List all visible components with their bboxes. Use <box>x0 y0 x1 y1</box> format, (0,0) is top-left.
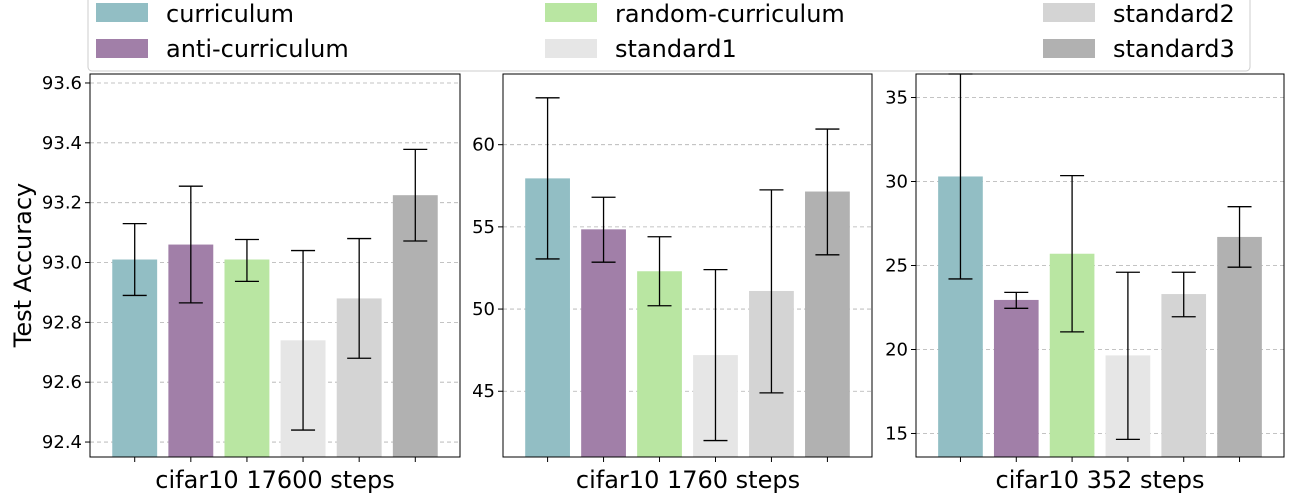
y-tick-label: 45 <box>472 381 495 402</box>
legend-swatch-random-curriculum <box>545 3 597 22</box>
legend-label-standard2: standard2 <box>1113 0 1235 28</box>
legend-frame <box>87 0 1251 72</box>
bar-standard2 <box>1161 294 1207 457</box>
legend-label-random-curriculum: random-curriculum <box>615 0 845 28</box>
panel-cifar10-1760: 45 50 55 60 <box>472 73 873 462</box>
x-axis-label-panel-3: cifar10 352 steps <box>996 466 1205 494</box>
y-tick-label: 50 <box>472 299 495 320</box>
error-bar-anti-curriculum <box>1004 291 1029 309</box>
error-bar-standard1 <box>703 268 728 442</box>
legend-label-curriculum: curriculum <box>166 0 294 28</box>
y-tick-label: 30 <box>885 172 908 193</box>
error-bar-standard2 <box>347 237 372 359</box>
y-tick-label: 92.6 <box>42 372 82 393</box>
y-tick-label: 93.4 <box>42 133 82 154</box>
y-tick-label: 25 <box>885 256 908 277</box>
legend: curriculum anti-curriculum random-curric… <box>87 0 1251 72</box>
error-bar-curriculum <box>535 97 560 260</box>
y-tick-label: 15 <box>885 423 908 444</box>
error-bar-random-curriculum <box>234 238 259 283</box>
panel-cifar10-17600: 92.4 92.6 92.8 93.0 93.2 93.4 93.6 <box>42 73 461 462</box>
error-bar-standard2 <box>1171 271 1196 318</box>
error-bar-standard1 <box>1115 271 1140 441</box>
legend-label-standard1: standard1 <box>615 35 737 63</box>
error-bar-curriculum <box>122 222 147 297</box>
bar-standard3 <box>1217 236 1262 457</box>
error-bar-anti-curriculum <box>591 196 616 263</box>
error-bar-anti-curriculum <box>178 185 203 304</box>
error-bar-standard1 <box>291 249 316 431</box>
y-axis-label: Test Accuracy <box>9 183 37 348</box>
x-axis-label-panel-1: cifar10 17600 steps <box>155 466 394 494</box>
y-tick-label: 20 <box>885 339 908 360</box>
x-axis-label-panel-2: cifar10 1760 steps <box>576 466 800 494</box>
axes-frame <box>915 73 1285 458</box>
panel-cifar10-352: 15 20 25 30 35 <box>885 73 1285 462</box>
y-tick-label: 60 <box>472 135 495 156</box>
legend-swatch-standard3 <box>1043 39 1095 58</box>
y-tick-label: 35 <box>885 88 908 109</box>
legend-swatch-curriculum <box>96 3 148 22</box>
y-tick-label: 93.0 <box>42 253 82 274</box>
bar-anti-curriculum <box>581 229 626 457</box>
y-tick-label: 92.4 <box>42 432 82 453</box>
y-tick-label: 55 <box>472 217 495 238</box>
error-bar-standard3 <box>1227 206 1252 268</box>
axes-frame <box>89 73 461 458</box>
error-bar-random-curriculum <box>647 236 672 307</box>
error-bar-standard2 <box>759 189 784 394</box>
y-tick-label: 93.6 <box>42 73 82 94</box>
bar-random-curriculum <box>224 259 270 457</box>
legend-swatch-standard2 <box>1043 3 1095 22</box>
error-bar-standard3 <box>403 148 428 242</box>
legend-label-anti-curriculum: anti-curriculum <box>166 35 349 63</box>
bar-anti-curriculum <box>993 299 1039 457</box>
error-bar-standard3 <box>815 128 840 256</box>
legend-swatch-anti-curriculum <box>96 39 148 58</box>
error-bar-random-curriculum <box>1060 174 1085 333</box>
legend-label-standard3: standard3 <box>1113 35 1235 63</box>
y-tick-label: 93.2 <box>42 193 82 214</box>
legend-swatch-standard1 <box>545 39 597 58</box>
y-tick-label: 92.8 <box>42 312 82 333</box>
axes-frame <box>502 73 873 458</box>
